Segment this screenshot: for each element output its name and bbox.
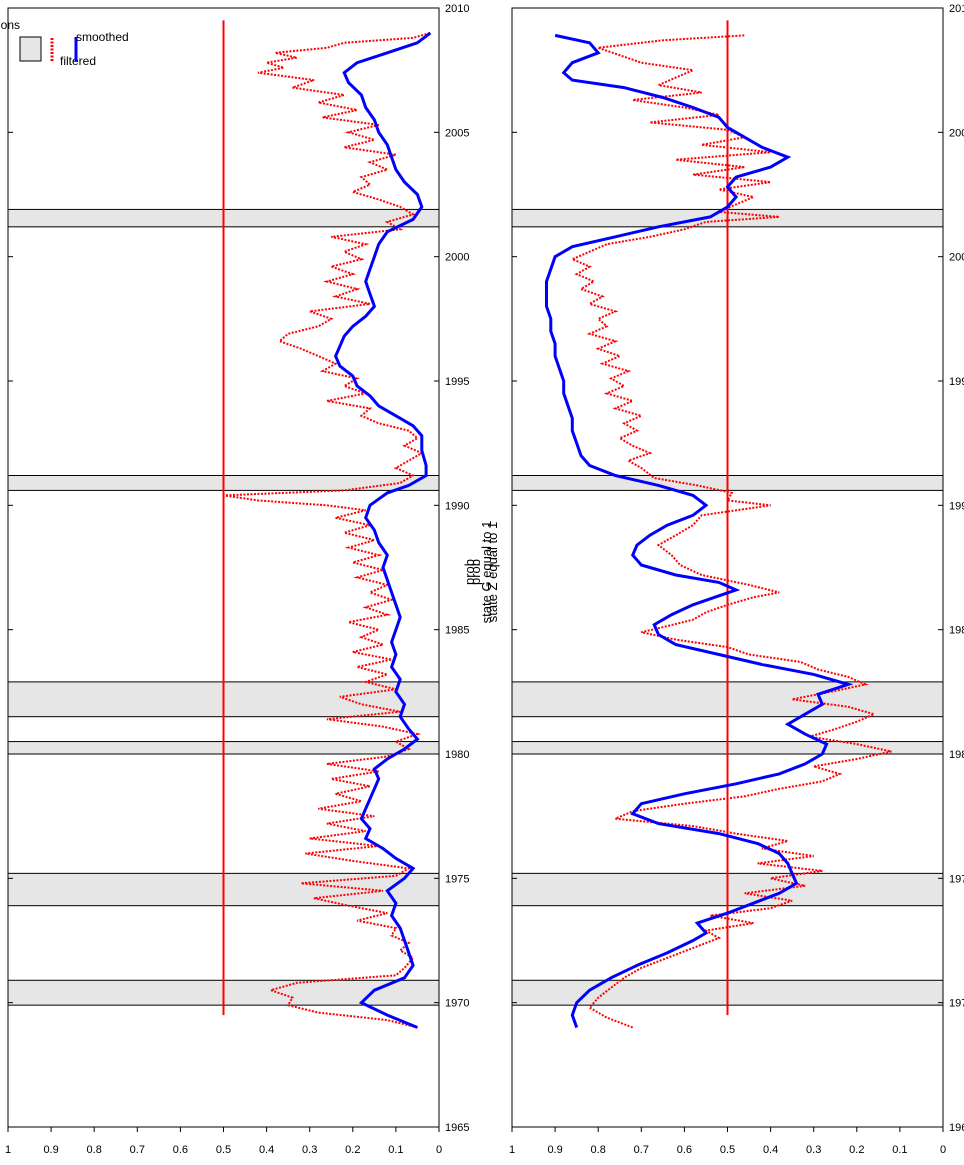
- x-ticks-bottom: 1965 1970 1975 1980 1985 1990 1995 2000 2005 2010: [512, 3, 964, 1134]
- y-tick-label: 0.2: [849, 1144, 864, 1156]
- x-tick-label: 1970: [949, 998, 964, 1010]
- legend-filtered-label: filtered: [60, 54, 96, 68]
- y-tick-label: 0.8: [591, 1144, 606, 1156]
- y-tick-label: 0.1: [892, 1144, 907, 1156]
- y-tick-label: 0.4: [259, 1144, 274, 1156]
- x-tick-label: 2010: [445, 3, 469, 15]
- y-tick-label: 0: [436, 1144, 442, 1156]
- filtered-line-top: [223, 31, 431, 1029]
- x-tick-label: 1995: [949, 376, 964, 388]
- x-tick-label: 1965: [445, 1122, 469, 1134]
- smoothed-line-top: [333, 31, 432, 1029]
- chart-panel-bottom: 00.10.20.30.40.50.60.70.80.91 1965197019…: [468, 3, 964, 1156]
- y-tick-label: 0.7: [130, 1144, 145, 1156]
- y-tick-label: 0.6: [677, 1144, 692, 1156]
- y-tick-label: 0.3: [806, 1144, 821, 1156]
- legend-recessions-label: recessions: [0, 18, 20, 32]
- y-tick-label: 0.3: [302, 1144, 317, 1156]
- legend-smoothed-label: smoothed: [76, 30, 129, 44]
- y-tick-label: 0.2: [345, 1144, 360, 1156]
- x-tick-label: 1995: [445, 376, 469, 388]
- x-tick-label: 2010: [949, 3, 964, 15]
- y-tick-label: 1: [5, 1144, 11, 1156]
- x-tick-label: 1990: [445, 500, 469, 512]
- y-tick-label: 0: [940, 1144, 946, 1156]
- x-tick-label: 2005: [445, 127, 469, 139]
- y-tick-label: 0.8: [87, 1144, 102, 1156]
- chart-title-bottom: prob: [468, 559, 483, 585]
- y-ticks-bottom: 0 0.1 0.2 0.3 0.4 0.5 0.6 0.7 0.8 0.9 1: [509, 1127, 946, 1156]
- y-ticks-top: 0 0.1 0.2 0.3 0.4 0.5 0.6 0.7 0.8 0.9 1: [5, 1127, 442, 1156]
- y-tick-label: 0.7: [634, 1144, 649, 1156]
- x-tick-label: 1965: [949, 1122, 964, 1134]
- chart-subtitle-bottom: state Z equal to 1: [485, 522, 500, 622]
- y-tick-label: 0.5: [720, 1144, 735, 1156]
- x-tick-label: 2005: [949, 127, 964, 139]
- x-tick-label: 1985: [445, 625, 469, 637]
- y-tick-label: 0.9: [43, 1144, 58, 1156]
- y-tick-label: 0.9: [547, 1144, 562, 1156]
- x-tick-label: 2000: [445, 252, 469, 264]
- legend-recessions-swatch: [19, 36, 42, 62]
- legend: recessions filtered smoothed: [0, 18, 129, 68]
- filtered-line-bottom: [569, 34, 892, 1029]
- x-tick-label: 1980: [949, 749, 964, 761]
- x-tick-label: 1975: [445, 873, 469, 885]
- x-tick-label: 2000: [949, 252, 964, 264]
- y-tick-label: 0.4: [763, 1144, 778, 1156]
- y-tick-label: 1: [509, 1144, 515, 1156]
- chart-title-top: prob: [462, 559, 477, 585]
- x-ticks-top: 1965 1970 1975 1980 1985 1990 1995 2000 2005 2010: [8, 3, 469, 1134]
- x-tick-label: 1985: [949, 625, 964, 637]
- smoothed-line-bottom: [545, 33, 854, 1029]
- y-tick-label: 0.5: [216, 1144, 231, 1156]
- x-tick-label: 1975: [949, 873, 964, 885]
- y-tick-label: 0.6: [173, 1144, 188, 1156]
- x-tick-label: 1980: [445, 749, 469, 761]
- x-tick-label: 1970: [445, 998, 469, 1010]
- chart-subtitle-top: state G equal to 1: [479, 521, 494, 624]
- x-tick-label: 1990: [949, 500, 964, 512]
- y-tick-label: 0.1: [388, 1144, 403, 1156]
- chart-panel-top: 00.10.20.30.40.50.60.70.80.91 1965197019…: [0, 3, 494, 1156]
